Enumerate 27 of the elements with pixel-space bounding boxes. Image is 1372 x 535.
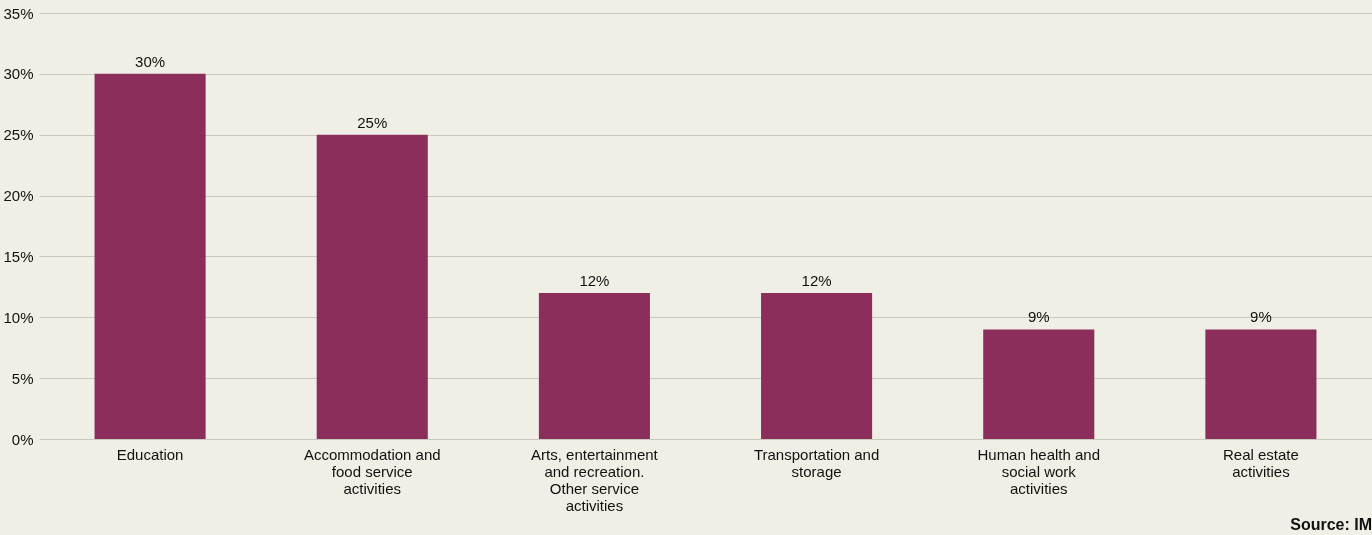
y-tick-label: 30% — [3, 65, 34, 83]
source-note: Source: IM — [1290, 516, 1372, 533]
bar — [94, 73, 206, 439]
x-tick-label: Education — [116, 445, 184, 463]
data-label: 9% — [1027, 308, 1050, 326]
bar — [538, 292, 650, 439]
x-tick-label: Accommodation and food service activities — [303, 445, 441, 497]
y-tick-label: 35% — [3, 4, 34, 22]
y-tick-label: 0% — [11, 430, 34, 448]
bar — [1205, 329, 1317, 439]
data-label: 9% — [1250, 308, 1272, 326]
x-tick-label: Transportation and storage — [753, 445, 880, 480]
x-tick-label: Human health and social work activities — [977, 445, 1101, 497]
y-tick-label: 5% — [11, 369, 34, 387]
y-tick-label: 25% — [3, 126, 34, 144]
y-tick-label: 20% — [3, 187, 34, 205]
data-label: 12% — [579, 271, 610, 289]
x-tick-label: Real estate activities — [1222, 445, 1299, 480]
bar — [761, 292, 873, 439]
bar — [983, 329, 1095, 439]
bar — [316, 134, 428, 439]
data-label: 30% — [135, 52, 166, 70]
x-tick-label: Arts, entertainment and recreation. Other service activities — [531, 445, 659, 514]
data-label: 25% — [357, 113, 388, 131]
y-tick-label: 15% — [3, 247, 34, 265]
y-tick-label: 10% — [3, 308, 34, 326]
data-label: 12% — [801, 271, 832, 289]
